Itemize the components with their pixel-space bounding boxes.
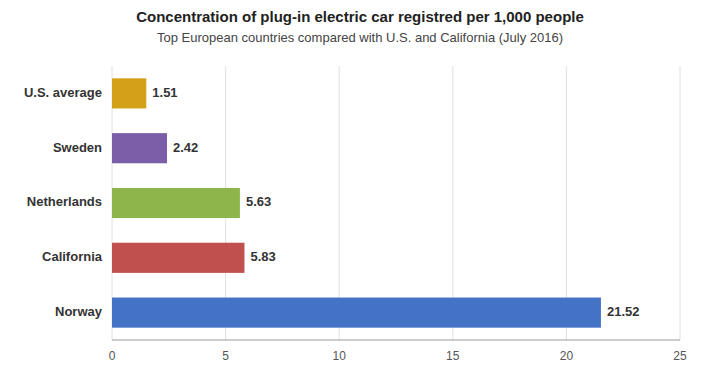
category-label: U.S. average xyxy=(24,85,102,100)
tick-label: 5 xyxy=(222,349,229,363)
data-label: 2.42 xyxy=(173,140,198,155)
bar xyxy=(112,78,146,108)
tick-label: 20 xyxy=(560,349,574,363)
data-label: 5.83 xyxy=(250,249,275,264)
data-label: 5.63 xyxy=(246,194,271,209)
subtitle: Top European countries compared with U.S… xyxy=(157,30,563,45)
bar xyxy=(112,188,240,218)
bars xyxy=(112,78,601,327)
tick-label: 15 xyxy=(446,349,460,363)
title: Concentration of plug-in electric car re… xyxy=(136,8,584,25)
category-label: California xyxy=(42,249,103,264)
grid xyxy=(112,66,680,340)
chart: Concentration of plug-in electric car re… xyxy=(0,0,720,384)
data-label: 21.52 xyxy=(607,304,640,319)
category-label: Netherlands xyxy=(27,194,102,209)
bar xyxy=(112,133,167,163)
labels: Norway 21.52 California 5.83 Netherlands 5.63… xyxy=(24,85,640,319)
category-label: Sweden xyxy=(53,140,102,155)
x-axis-line xyxy=(112,340,680,341)
tick-label: 0 xyxy=(109,349,116,363)
chart-container: Concentration of plug-in electric car re… xyxy=(0,0,720,384)
tick-label: 10 xyxy=(333,349,347,363)
bar xyxy=(112,298,601,328)
data-label: 1.51 xyxy=(152,85,177,100)
category-label: Norway xyxy=(55,304,103,319)
tick-label: 25 xyxy=(673,349,687,363)
bar xyxy=(112,243,244,273)
grid-line xyxy=(680,66,681,340)
